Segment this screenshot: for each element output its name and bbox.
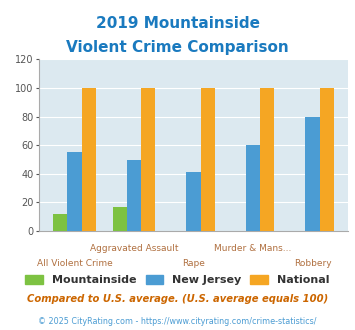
Text: © 2025 CityRating.com - https://www.cityrating.com/crime-statistics/: © 2025 CityRating.com - https://www.city… bbox=[38, 317, 317, 326]
Bar bbox=[246, 145, 260, 231]
Text: Violent Crime Comparison: Violent Crime Comparison bbox=[66, 40, 289, 54]
Text: Compared to U.S. average. (U.S. average equals 100): Compared to U.S. average. (U.S. average … bbox=[27, 294, 328, 304]
Bar bbox=[141, 88, 155, 231]
Bar bbox=[260, 88, 274, 231]
Bar bbox=[320, 88, 334, 231]
Text: Murder & Mans...: Murder & Mans... bbox=[214, 244, 292, 253]
Bar bbox=[53, 214, 67, 231]
Bar bbox=[186, 172, 201, 231]
Bar bbox=[113, 207, 127, 231]
Text: Rape: Rape bbox=[182, 259, 205, 268]
Bar bbox=[82, 88, 96, 231]
Bar bbox=[201, 88, 215, 231]
Text: All Violent Crime: All Violent Crime bbox=[37, 259, 113, 268]
Bar bbox=[305, 116, 320, 231]
Text: 2019 Mountainside: 2019 Mountainside bbox=[95, 16, 260, 31]
Bar bbox=[127, 159, 141, 231]
Text: Robbery: Robbery bbox=[294, 259, 331, 268]
Text: Aggravated Assault: Aggravated Assault bbox=[90, 244, 178, 253]
Legend: Mountainside, New Jersey, National: Mountainside, New Jersey, National bbox=[22, 271, 333, 288]
Bar bbox=[67, 152, 82, 231]
